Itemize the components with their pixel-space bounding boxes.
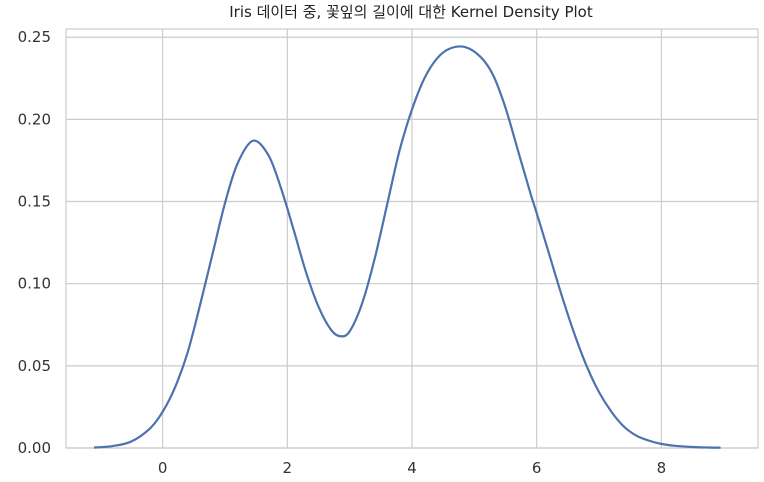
y-axis-ticks: 0.00 0.05 0.10 0.15 0.20 0.25: [18, 28, 51, 457]
y-tick-label: 0.00: [18, 439, 51, 457]
x-tick-label: 8: [657, 459, 667, 477]
x-tick-label: 2: [283, 459, 293, 477]
x-tick-label: 4: [407, 459, 417, 477]
grid: [66, 29, 758, 449]
x-tick-label: 6: [532, 459, 542, 477]
plot-border: [65, 28, 759, 449]
y-tick-label: 0.05: [18, 357, 51, 375]
series-group: [93, 45, 721, 449]
plot-frame: [65, 28, 759, 449]
density-curve: [93, 45, 721, 449]
chart-title: Iris 데이터 중, 꽃잎의 길이에 대한 Kernel Density Pl…: [229, 3, 593, 21]
y-tick-label: 0.25: [18, 28, 51, 46]
y-tick-label: 0.10: [18, 275, 51, 293]
y-tick-label: 0.15: [18, 193, 51, 211]
x-tick-label: 0: [158, 459, 168, 477]
x-axis-ticks: 0 2 4 6 8: [158, 459, 666, 477]
y-tick-label: 0.20: [18, 110, 51, 128]
